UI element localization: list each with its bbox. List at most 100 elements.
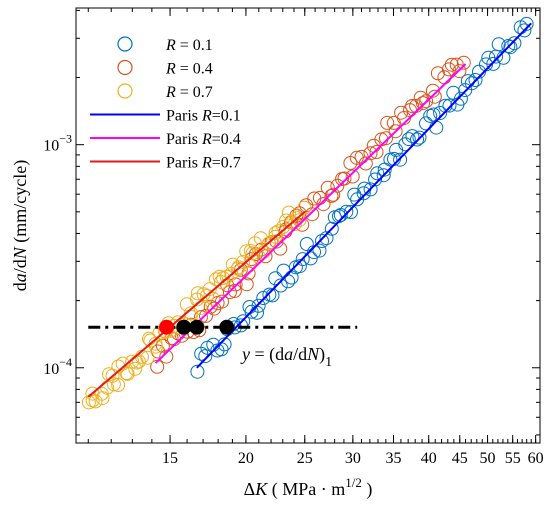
data-point bbox=[320, 180, 335, 195]
data-point bbox=[380, 115, 395, 130]
data-point bbox=[85, 386, 100, 401]
data-point bbox=[339, 204, 354, 219]
data-point bbox=[393, 152, 408, 167]
data-point bbox=[227, 283, 242, 298]
legend-label: Paris R=0.7 bbox=[166, 155, 241, 172]
data-point bbox=[456, 55, 471, 70]
data-point bbox=[376, 168, 391, 183]
data-point bbox=[398, 137, 413, 152]
legend-marker bbox=[117, 59, 133, 76]
data-point bbox=[363, 182, 378, 197]
axes-frame bbox=[75, 7, 541, 444]
data-point bbox=[452, 64, 467, 79]
legend-marker bbox=[117, 36, 133, 52]
data-point bbox=[324, 221, 339, 236]
data-point bbox=[215, 294, 229, 309]
data-point bbox=[140, 350, 155, 365]
data-point bbox=[326, 187, 341, 202]
data-point bbox=[337, 171, 352, 186]
data-point bbox=[468, 73, 483, 87]
data-point bbox=[453, 91, 468, 106]
data-point bbox=[287, 217, 302, 231]
data-point bbox=[155, 338, 170, 353]
data-point bbox=[330, 178, 345, 193]
data-point bbox=[222, 285, 237, 300]
legend: R = 0.1 R = 0.4 R = 0.7 Paris R=0.1 Paris R=… bbox=[90, 36, 241, 172]
axis-ticks: 15 20 25 30 35 40 45 50 55 60 10−4 10−3 bbox=[43, 8, 544, 467]
x-tick-label: 40 bbox=[421, 450, 437, 467]
data-point bbox=[199, 308, 213, 323]
data-point bbox=[442, 98, 457, 113]
data-point bbox=[319, 231, 334, 246]
data-point bbox=[449, 57, 464, 72]
data-point bbox=[276, 219, 291, 234]
x-tick-label: 30 bbox=[345, 450, 361, 467]
data-point bbox=[416, 96, 430, 111]
x-tick-label: 35 bbox=[386, 450, 402, 467]
x-tick-label: 20 bbox=[238, 450, 254, 467]
data-point bbox=[131, 354, 146, 369]
threshold-intersection-point bbox=[176, 319, 192, 335]
data-point bbox=[120, 366, 135, 381]
x-tick-label: 25 bbox=[297, 450, 313, 467]
data-point bbox=[412, 130, 427, 145]
data-point bbox=[426, 107, 441, 122]
data-point bbox=[345, 169, 360, 184]
data-point bbox=[405, 129, 420, 144]
legend-label: R = 0.4 bbox=[165, 61, 213, 78]
data-point bbox=[410, 132, 424, 147]
data-point bbox=[290, 211, 305, 226]
data-point bbox=[295, 252, 310, 267]
data-point bbox=[239, 277, 254, 292]
data-point bbox=[281, 205, 296, 220]
data-point bbox=[315, 234, 329, 248]
data-point bbox=[297, 200, 312, 215]
data-point bbox=[202, 282, 217, 297]
data-point bbox=[503, 40, 518, 55]
x-tick-label: 60 bbox=[528, 450, 544, 467]
data-point bbox=[405, 99, 420, 113]
data-point bbox=[106, 377, 121, 392]
data-point bbox=[486, 56, 501, 71]
data-point bbox=[128, 361, 143, 376]
paris-fit-line-1 bbox=[154, 63, 467, 364]
data-point bbox=[190, 364, 205, 379]
data-point bbox=[425, 83, 440, 98]
y-axis-label: da/dN (mm/cycle) bbox=[10, 160, 31, 292]
series-2-markers bbox=[81, 200, 312, 410]
data-point bbox=[239, 244, 254, 259]
x-axis-label: ΔK ( MPa · m1/2 ) bbox=[244, 475, 373, 500]
data-point bbox=[363, 146, 378, 161]
x-tick-label: 15 bbox=[162, 450, 178, 467]
x-tick-label: 55 bbox=[505, 450, 521, 467]
data-point bbox=[519, 16, 534, 31]
data-point bbox=[203, 299, 218, 314]
data-point bbox=[248, 236, 262, 251]
legend-marker bbox=[117, 83, 133, 99]
legend-label: R = 0.1 bbox=[165, 37, 213, 54]
data-point bbox=[184, 306, 198, 321]
data-point bbox=[316, 197, 331, 212]
data-point bbox=[292, 259, 307, 274]
data-point bbox=[299, 237, 314, 251]
data-point bbox=[292, 213, 307, 228]
y-tick-label: 10−4 bbox=[43, 355, 72, 378]
x-tick-label: 50 bbox=[480, 450, 496, 467]
data-point bbox=[501, 39, 516, 53]
data-point bbox=[273, 278, 288, 293]
data-point bbox=[368, 172, 383, 187]
data-point bbox=[312, 243, 327, 258]
data-point bbox=[356, 186, 371, 201]
data-point bbox=[464, 76, 479, 91]
data-point bbox=[507, 36, 522, 51]
paris-fit-line-2 bbox=[87, 211, 306, 398]
data-point bbox=[198, 349, 213, 364]
data-point bbox=[517, 23, 532, 38]
data-point bbox=[441, 62, 456, 77]
data-point bbox=[379, 131, 393, 146]
data-point bbox=[307, 245, 321, 260]
y-tick-label: 10−3 bbox=[43, 132, 72, 155]
data-point bbox=[244, 252, 259, 267]
threshold-intersection-point bbox=[219, 319, 235, 335]
